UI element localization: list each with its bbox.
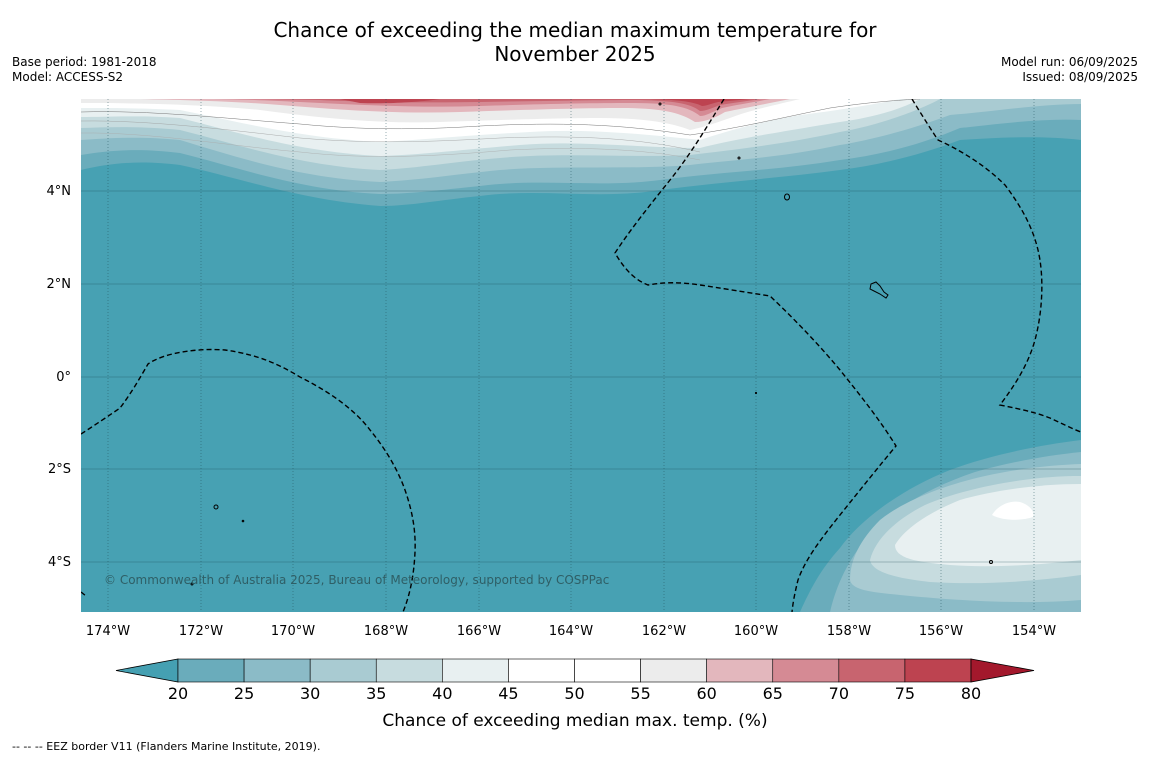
lat-label: 0° xyxy=(56,370,71,385)
colorbar-segment xyxy=(904,658,972,683)
lon-label: 168°W xyxy=(364,624,408,639)
colorbar-segment xyxy=(442,658,509,683)
base-period: Base period: 1981-2018 xyxy=(12,55,157,69)
southeast-probability-band xyxy=(800,440,1081,612)
island-outline xyxy=(869,281,889,299)
colorbar-segment xyxy=(243,658,311,683)
colorbar-title: Chance of exceeding median max. temp. (%… xyxy=(382,711,767,731)
island-outline xyxy=(784,193,790,201)
islands xyxy=(190,102,993,586)
eez-legend-note: -- -- -- EEZ border V11 (Flanders Marine… xyxy=(12,740,321,753)
colorbar-tick-label: 65 xyxy=(763,684,783,703)
copyright-notice: © Commonwealth of Australia 2025, Bureau… xyxy=(104,573,609,587)
island-outline xyxy=(190,582,194,586)
lon-label: 174°W xyxy=(86,624,130,639)
island-outline xyxy=(658,102,662,106)
colorbar-tick-label: 75 xyxy=(895,684,915,703)
lon-label: 160°W xyxy=(734,624,778,639)
colorbar-ticks: 20 25 30 35 40 45 50 55 60 65 70 75 80 xyxy=(168,684,981,703)
lon-label: 172°W xyxy=(179,624,223,639)
colorbar-segment xyxy=(640,658,707,683)
lon-label: 170°W xyxy=(271,624,315,639)
colorbar-tick-label: 20 xyxy=(168,684,188,703)
model-run: Model run: 06/09/2025 xyxy=(1000,55,1138,69)
colorbar-segment xyxy=(574,658,641,683)
title-line-1: Chance of exceeding the median maximum t… xyxy=(273,18,877,42)
lon-label: 158°W xyxy=(827,624,871,639)
island-outline xyxy=(213,504,219,510)
colorbar-tick-label: 80 xyxy=(961,684,981,703)
island-outline xyxy=(989,560,993,564)
colorbar-extend-low xyxy=(115,658,179,683)
lat-label: 2°N xyxy=(47,277,72,292)
model-name: Model: ACCESS-S2 xyxy=(12,70,124,84)
colorbar-extend-high xyxy=(970,658,1035,683)
lon-label: 164°W xyxy=(549,624,593,639)
lon-label: 154°W xyxy=(1012,624,1056,639)
base-info: Base period: 1981-2018 Model: ACCESS-S2 xyxy=(12,55,157,85)
colorbar-tick-label: 60 xyxy=(696,684,716,703)
lat-grid xyxy=(81,190,1081,563)
colorbar-segment xyxy=(508,658,575,683)
colorbar-tick-label: 40 xyxy=(432,684,452,703)
lat-axis-labels: 4°N 2°N 0° 2°S 4°S xyxy=(47,184,72,570)
colorbar-segment xyxy=(177,658,245,683)
northern-probability-band xyxy=(81,99,1081,206)
colorbar xyxy=(115,658,1035,683)
island-outline xyxy=(241,519,245,523)
map-area: © Commonwealth of Australia 2025, Bureau… xyxy=(81,99,1081,612)
lat-label: 4°S xyxy=(48,555,71,570)
island-outline xyxy=(737,156,741,160)
lon-label: 162°W xyxy=(642,624,686,639)
lat-label: 4°N xyxy=(47,184,72,199)
lon-label: 156°W xyxy=(919,624,963,639)
colorbar-tick-label: 55 xyxy=(630,684,650,703)
colorbar-segment xyxy=(309,658,377,683)
colorbar-tick-label: 45 xyxy=(498,684,518,703)
colorbar-segment xyxy=(706,658,774,683)
colorbar-tick-label: 25 xyxy=(234,684,254,703)
lat-label: 2°S xyxy=(48,462,71,477)
colorbar-tick-label: 30 xyxy=(300,684,320,703)
colorbar-segment xyxy=(838,658,906,683)
eez-borders xyxy=(81,99,1081,612)
colorbar-segment xyxy=(375,658,443,683)
issued-date: Issued: 08/09/2025 xyxy=(1022,70,1138,84)
colorbar-tick-label: 35 xyxy=(366,684,386,703)
title-line-2: November 2025 xyxy=(494,42,656,66)
map-title: Chance of exceeding the median maximum t… xyxy=(0,18,1150,66)
colorbar-tick-label: 50 xyxy=(564,684,584,703)
island-outline xyxy=(754,391,758,395)
colorbar-segment xyxy=(772,658,840,683)
colorbar-tick-label: 70 xyxy=(829,684,849,703)
lon-axis-labels: 174°W 172°W 170°W 168°W 166°W 164°W 162°… xyxy=(86,624,1056,639)
lon-label: 166°W xyxy=(457,624,501,639)
run-info: Model run: 06/09/2025 Issued: 08/09/2025 xyxy=(1001,55,1138,85)
